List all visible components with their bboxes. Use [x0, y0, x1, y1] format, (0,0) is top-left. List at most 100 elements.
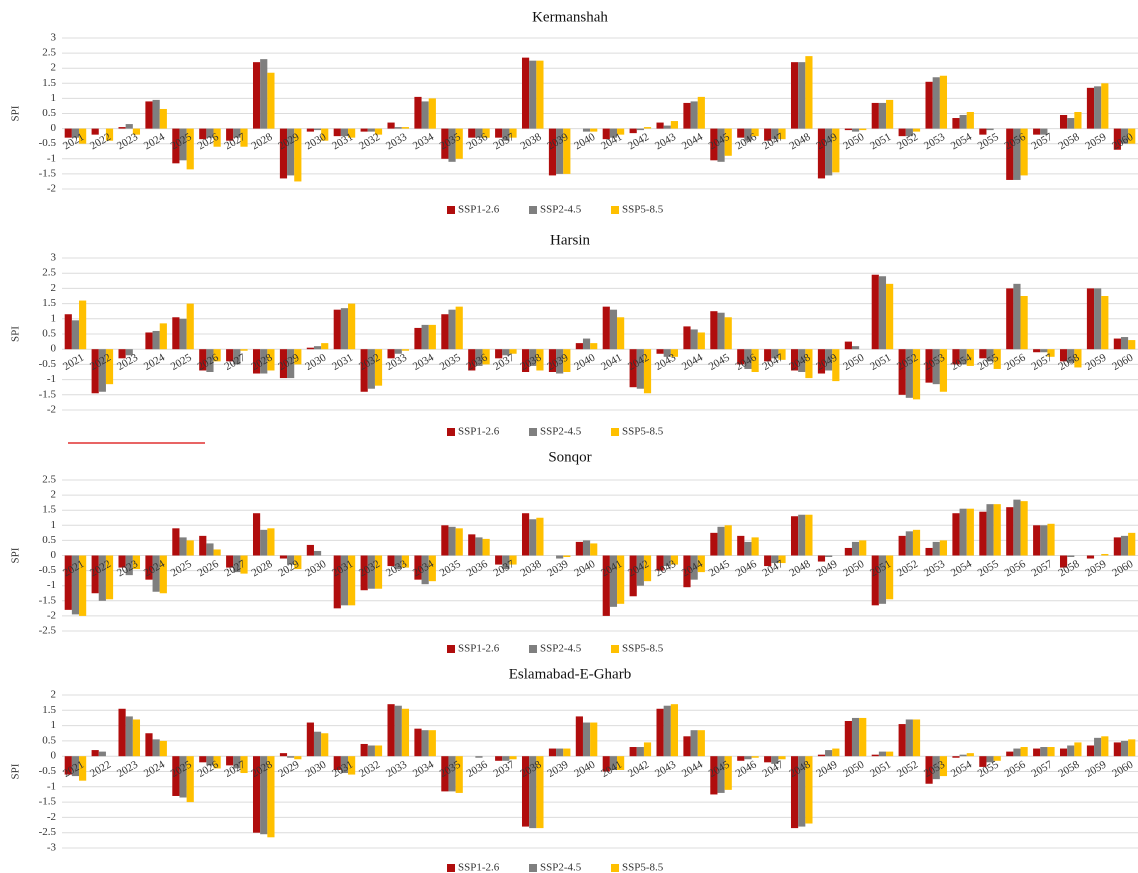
bar — [886, 555, 894, 600]
bar — [1113, 338, 1121, 350]
bar — [609, 128, 618, 138]
bar — [1120, 535, 1129, 556]
legend-swatch — [447, 428, 455, 436]
bar — [1101, 736, 1109, 757]
bar — [536, 349, 544, 371]
bar — [663, 349, 671, 357]
y-tick-label: -0.5 — [39, 358, 57, 370]
bar — [629, 128, 637, 134]
bar — [105, 555, 114, 600]
bar — [1128, 739, 1136, 757]
bar — [1094, 86, 1102, 129]
bar — [898, 128, 906, 137]
y-tick-label: 0 — [51, 122, 57, 134]
x-tick-label: 2040 — [572, 558, 597, 580]
bar — [306, 722, 314, 757]
bar — [1094, 737, 1102, 757]
bar — [287, 128, 295, 176]
bar — [798, 349, 806, 372]
bar — [636, 349, 644, 389]
bar — [401, 349, 410, 351]
panel-title: Sonqor — [548, 449, 591, 465]
legend-swatch — [529, 428, 537, 436]
bar — [1067, 745, 1075, 757]
bar — [71, 756, 80, 777]
y-tick-label: -2 — [47, 609, 56, 621]
bar — [240, 756, 248, 774]
bar — [421, 730, 429, 757]
bar — [233, 756, 241, 769]
bar — [1020, 501, 1028, 556]
bar — [656, 708, 664, 757]
bar — [959, 754, 967, 757]
bar — [105, 349, 114, 385]
bar — [1013, 499, 1021, 556]
legend-swatch — [447, 206, 455, 214]
y-tick-label: -1 — [47, 152, 56, 164]
bar — [428, 98, 436, 129]
bar — [233, 128, 241, 138]
y-tick-label: -0.5 — [39, 564, 57, 576]
bar — [145, 332, 153, 350]
legend-swatch — [447, 645, 455, 653]
y-tick-label: 1.5 — [42, 504, 56, 516]
x-tick-label: 2040 — [572, 131, 597, 153]
bar — [125, 716, 133, 757]
bar — [226, 349, 234, 362]
bar — [1101, 553, 1109, 556]
y-tick-label: 0 — [51, 750, 57, 762]
bar — [717, 128, 725, 162]
x-tick-label: 2052 — [895, 558, 920, 579]
bar — [125, 555, 133, 576]
bar — [563, 748, 571, 757]
x-tick-label: 2039 — [545, 758, 570, 780]
bar — [966, 111, 974, 129]
y-tick-label: -3 — [47, 842, 57, 854]
bar — [401, 708, 410, 757]
x-tick-label: 2033 — [384, 758, 409, 780]
bar — [321, 128, 329, 141]
x-tick-label: 2059 — [1083, 131, 1108, 153]
bar — [859, 540, 867, 556]
bar — [260, 756, 268, 835]
bar — [374, 555, 383, 589]
bar — [71, 320, 80, 350]
bar — [333, 309, 341, 350]
y-tick-label: -2.5 — [39, 625, 57, 637]
legend-swatch — [529, 645, 537, 653]
x-tick-label: 2050 — [841, 758, 866, 780]
x-tick-label: 2036 — [465, 558, 490, 580]
x-tick-label: 2060 — [1110, 558, 1135, 580]
bar — [387, 704, 395, 757]
bar — [1074, 742, 1082, 757]
bar — [751, 756, 759, 758]
bar — [213, 128, 221, 147]
bar — [790, 349, 799, 371]
x-tick-label: 2028 — [249, 558, 274, 580]
x-tick-label: 2049 — [814, 758, 839, 780]
bar — [367, 128, 375, 132]
bar — [1006, 288, 1014, 350]
bar — [468, 128, 476, 138]
bar — [912, 349, 921, 400]
bar — [186, 303, 194, 350]
bar — [986, 349, 994, 362]
x-tick-label: 2039 — [545, 558, 570, 580]
y-axis-label: SPI — [10, 105, 22, 121]
bar — [441, 525, 449, 556]
x-tick-label: 2051 — [868, 759, 893, 780]
bar — [556, 128, 564, 174]
bar — [279, 555, 288, 559]
bar — [670, 121, 679, 129]
bar — [475, 537, 483, 556]
bar — [279, 128, 288, 179]
bar — [617, 317, 625, 350]
bar — [374, 349, 383, 386]
bar — [333, 555, 341, 609]
bar — [79, 300, 87, 350]
x-tick-label: 2053 — [922, 131, 947, 153]
bar — [79, 555, 87, 616]
bar — [778, 756, 786, 760]
bar — [744, 349, 752, 369]
bar — [132, 128, 141, 135]
